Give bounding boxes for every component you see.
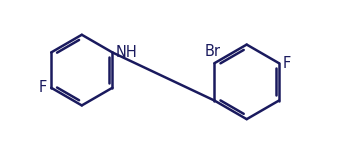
Text: F: F <box>283 56 291 71</box>
Text: Br: Br <box>204 44 221 59</box>
Text: F: F <box>39 80 47 95</box>
Text: NH: NH <box>115 45 137 60</box>
